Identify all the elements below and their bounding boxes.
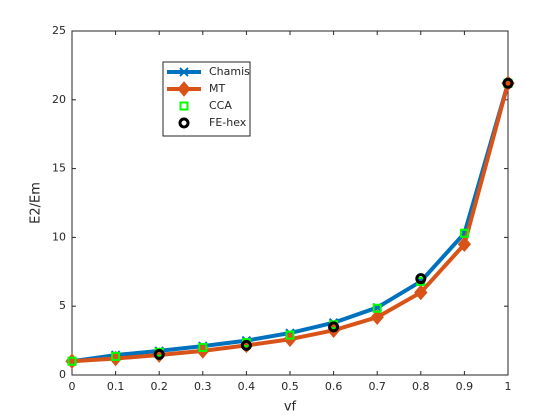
legend-label: MT bbox=[209, 82, 225, 95]
marker bbox=[240, 339, 252, 351]
x-tick-label: 1 bbox=[505, 380, 512, 393]
legend: Chamis MT CCA FE-hex bbox=[162, 61, 251, 137]
marker bbox=[153, 348, 165, 360]
x-tick-label: 0.3 bbox=[194, 380, 212, 393]
legend-label: FE-hex bbox=[209, 116, 247, 129]
marker bbox=[285, 330, 295, 340]
marker bbox=[178, 117, 190, 129]
x-tick-label: 0.1 bbox=[107, 380, 125, 393]
x-tick-label: 0.8 bbox=[412, 380, 430, 393]
y-tick-label: 25 bbox=[52, 24, 66, 37]
marker bbox=[179, 67, 189, 77]
marker bbox=[502, 77, 514, 89]
y-tick-label: 5 bbox=[59, 299, 66, 312]
x-tick-label: 0.5 bbox=[281, 380, 299, 393]
marker bbox=[111, 351, 121, 361]
marker bbox=[177, 81, 191, 97]
marker bbox=[370, 309, 384, 325]
marker bbox=[198, 342, 208, 352]
marker bbox=[179, 101, 189, 111]
y-tick-label: 0 bbox=[59, 368, 66, 381]
x-tick-label: 0.6 bbox=[325, 380, 343, 393]
y-axis-label: E2/Em bbox=[29, 182, 44, 224]
x-tick-label: 0.2 bbox=[150, 380, 168, 393]
marker bbox=[372, 303, 382, 313]
marker bbox=[67, 356, 77, 366]
x-axis-label: vf bbox=[284, 400, 297, 415]
x-tick-label: 0.7 bbox=[368, 380, 386, 393]
legend-label: Chamis bbox=[209, 65, 250, 78]
x-tick-label: 0 bbox=[69, 380, 76, 393]
legend-box bbox=[162, 61, 251, 137]
y-tick-label: 10 bbox=[52, 230, 66, 243]
marker bbox=[328, 321, 340, 333]
legend-label: CCA bbox=[209, 99, 232, 112]
marker bbox=[414, 284, 428, 301]
y-tick-label: 20 bbox=[52, 93, 66, 106]
x-tick-label: 0.4 bbox=[238, 380, 256, 393]
marker bbox=[457, 236, 472, 253]
y-tick-label: 15 bbox=[52, 162, 66, 175]
marker bbox=[415, 273, 427, 285]
marker bbox=[459, 228, 469, 238]
x-tick-label: 0.9 bbox=[456, 380, 474, 393]
